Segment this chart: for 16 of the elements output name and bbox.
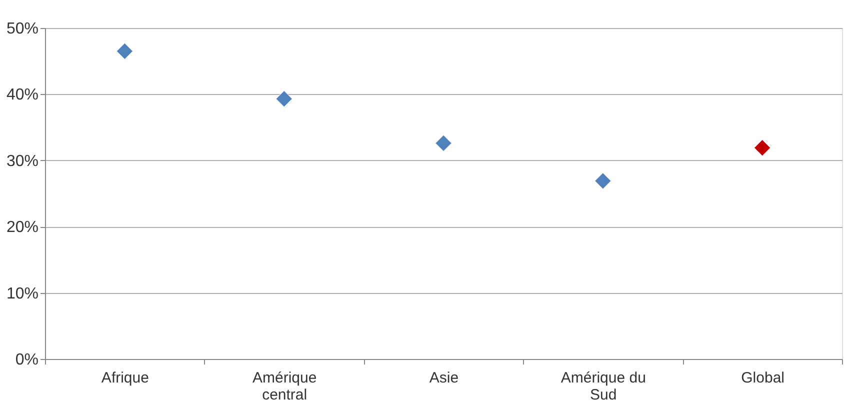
x-tick-label: Asie [429,370,459,386]
point [435,134,452,152]
y-tick-label: 50% [6,20,38,38]
y-tick-label: 10% [6,285,38,302]
y-tick-label: 30% [6,152,38,170]
point [276,90,292,108]
x-tick-label: Amérique du Sud [560,370,646,404]
x-tick-label: Afrique [101,370,149,386]
x-tick-label: Amérique central [252,370,317,404]
point [594,172,612,190]
y-tick-label: 20% [6,219,38,236]
y-tick-label: 0% [15,352,38,368]
x-tick-label: Global [741,370,784,386]
point [116,42,134,60]
point [754,140,771,156]
y-tick-label: 40% [6,86,38,104]
